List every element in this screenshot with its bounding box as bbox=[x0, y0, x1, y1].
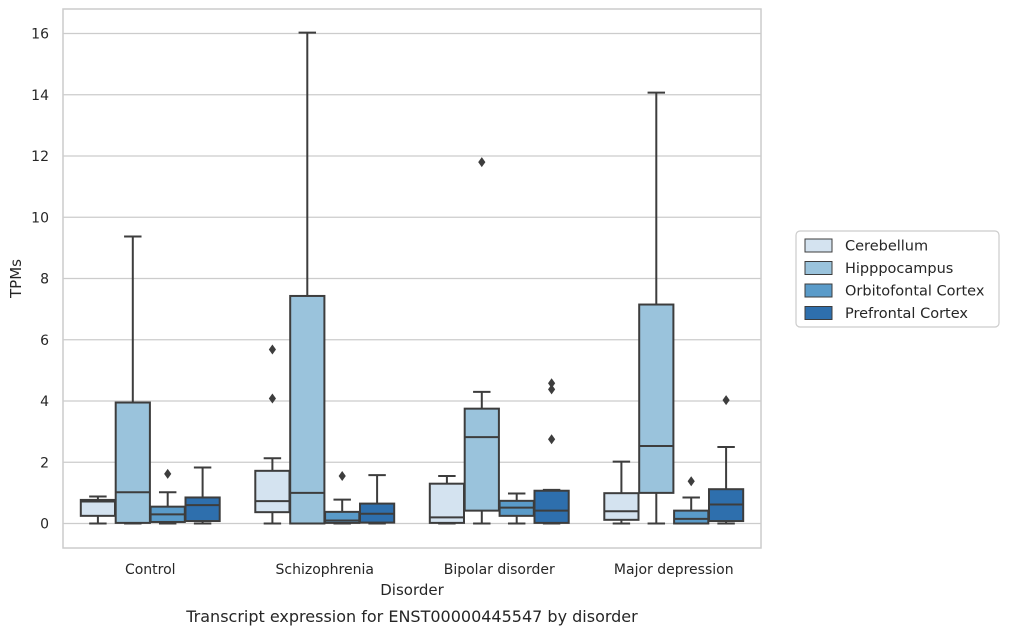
outlier-point bbox=[548, 384, 556, 395]
box-hipppocampus-3 bbox=[638, 91, 675, 525]
x-tick-label: Control bbox=[125, 562, 176, 578]
box-prefrontal-cortex-1 bbox=[358, 474, 396, 525]
legend-label: Prefrontal Cortex bbox=[845, 306, 968, 322]
x-tick-label: Major depression bbox=[614, 562, 734, 578]
legend-swatch bbox=[804, 261, 833, 275]
y-tick-label: 2 bbox=[40, 455, 49, 471]
box-series bbox=[79, 31, 745, 525]
legend-swatch bbox=[804, 306, 833, 320]
box-hipppocampus-0 bbox=[114, 235, 151, 525]
box-hipppocampus-2 bbox=[463, 157, 500, 525]
y-tick-label: 12 bbox=[31, 149, 49, 165]
figure-caption: Transcript expression for ENST0000044554… bbox=[185, 607, 638, 626]
box-orbitofontal-cortex-1 bbox=[324, 471, 361, 525]
legend-swatch bbox=[804, 283, 833, 298]
box-cerebellum-2 bbox=[428, 475, 466, 525]
legend-swatch bbox=[804, 238, 833, 253]
plot-frame bbox=[62, 8, 762, 549]
outlier-point bbox=[268, 344, 276, 355]
box-iqr bbox=[184, 496, 221, 523]
y-tick-label: 10 bbox=[31, 210, 49, 226]
x-axis-label: Disorder bbox=[380, 581, 444, 599]
outlier-point bbox=[478, 157, 486, 168]
outlier-point bbox=[548, 378, 556, 389]
box-cerebellum-3 bbox=[603, 460, 640, 525]
x-tick-labels: Control Schizophrenia Bipolar disorder Majo… bbox=[125, 562, 734, 578]
box-iqr bbox=[428, 482, 466, 524]
legend-label: Cerebellum bbox=[845, 239, 928, 255]
y-axis-label: TPMs bbox=[7, 259, 25, 299]
legend-label: Hipppocampus bbox=[845, 261, 953, 277]
outlier-point bbox=[268, 393, 276, 404]
box-hipppocampus-1 bbox=[289, 31, 326, 525]
y-tick-label: 8 bbox=[40, 272, 49, 288]
box-iqr bbox=[603, 492, 640, 521]
box-prefrontal-cortex-0 bbox=[184, 466, 221, 525]
outlier-point bbox=[338, 471, 346, 482]
box-iqr bbox=[254, 469, 291, 514]
y-tick-label: 16 bbox=[31, 27, 49, 43]
x-tick-label: Bipolar disorder bbox=[444, 562, 555, 578]
y-tick-label: 4 bbox=[40, 394, 49, 410]
box-orbitofontal-cortex-2 bbox=[498, 492, 535, 525]
box-iqr bbox=[114, 401, 151, 524]
y-tick-label: 6 bbox=[40, 333, 49, 349]
box-iqr bbox=[638, 303, 675, 494]
box-cerebellum-1 bbox=[254, 344, 291, 525]
box-cerebellum-0 bbox=[79, 495, 117, 525]
outlier-point bbox=[687, 476, 695, 487]
box-prefrontal-cortex-2 bbox=[533, 378, 570, 525]
box-orbitofontal-cortex-3 bbox=[673, 476, 710, 525]
y-tick-labels: 0 2 4 6 8 10 12 14 16 bbox=[31, 27, 49, 533]
box-iqr bbox=[289, 294, 326, 525]
y-tick-label: 14 bbox=[31, 88, 49, 104]
outlier-point bbox=[164, 468, 172, 479]
legend-label: Orbitofontal Cortex bbox=[845, 284, 985, 300]
legend: Cerebellum Hipppocampus Orbitofontal Corte… bbox=[795, 230, 1000, 328]
box-iqr bbox=[533, 489, 570, 524]
y-gridlines bbox=[63, 32, 761, 525]
y-tick-label: 0 bbox=[40, 517, 49, 533]
x-tick-label: Schizophrenia bbox=[276, 562, 374, 578]
outlier-point bbox=[548, 434, 556, 445]
box-iqr bbox=[463, 407, 500, 512]
legend-frame bbox=[795, 230, 1000, 328]
box-iqr bbox=[673, 509, 710, 525]
box-prefrontal-cortex-3 bbox=[707, 395, 745, 525]
outlier-point bbox=[722, 395, 730, 406]
box-orbitofontal-cortex-0 bbox=[149, 468, 186, 525]
